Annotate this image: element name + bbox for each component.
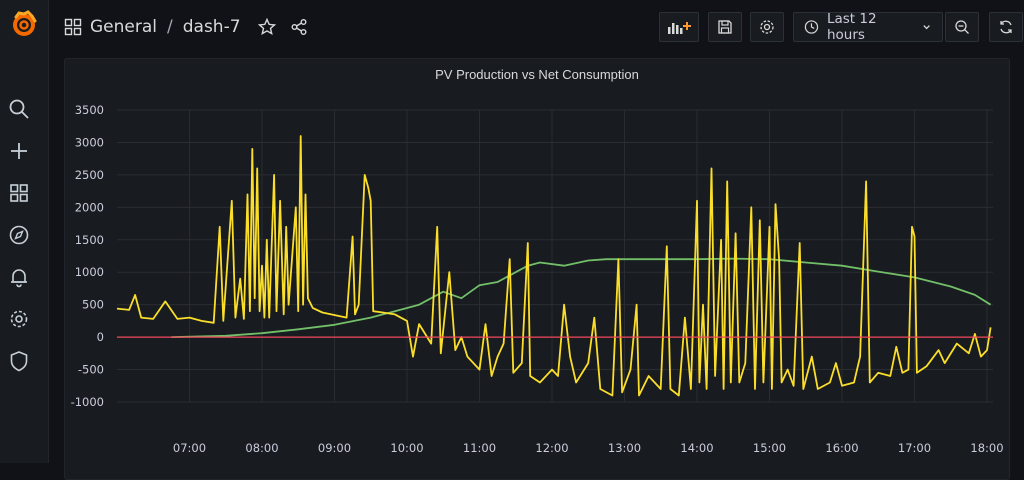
refresh-button[interactable] xyxy=(989,12,1023,42)
zoom-out-button[interactable] xyxy=(945,12,979,42)
grafana-logo-icon[interactable] xyxy=(7,7,41,41)
breadcrumb-folder[interactable]: General xyxy=(90,17,157,37)
dashboard-settings-button[interactable] xyxy=(750,12,784,42)
settings-icon xyxy=(760,20,774,34)
dashboard-title[interactable]: dash-7 xyxy=(182,17,241,37)
save-icon xyxy=(718,20,732,34)
zoom-out-icon xyxy=(955,20,969,34)
dashboards-grid-icon xyxy=(64,18,82,36)
share-icon[interactable] xyxy=(289,17,309,37)
dashboards-icon[interactable] xyxy=(8,182,30,204)
plus-icon[interactable] xyxy=(8,140,30,162)
star-icon[interactable] xyxy=(257,17,277,37)
alerting-icon[interactable] xyxy=(8,266,30,288)
sidebar xyxy=(0,0,49,463)
add-panel-button[interactable] xyxy=(659,12,699,42)
explore-icon[interactable] xyxy=(8,224,30,246)
breadcrumb: General / dash-7 xyxy=(64,14,309,40)
save-dashboard-button[interactable] xyxy=(708,12,742,42)
panel-title[interactable]: PV Production vs Net Consumption xyxy=(435,67,639,82)
search-icon[interactable] xyxy=(8,98,30,120)
graph-panel[interactable]: PV Production vs Net Consumption xyxy=(64,58,1010,480)
refresh-icon xyxy=(1000,20,1012,34)
time-range-picker[interactable]: Last 12 hours xyxy=(793,11,943,43)
time-range-label: Last 12 hours xyxy=(826,11,877,43)
add-panel-icon xyxy=(668,22,691,34)
clock-icon xyxy=(804,20,819,34)
breadcrumb-separator: / xyxy=(167,17,173,37)
shield-icon[interactable] xyxy=(8,350,30,372)
chevron-down-icon xyxy=(923,25,930,30)
configuration-icon[interactable] xyxy=(8,308,30,330)
top-navbar: General / dash-7 xyxy=(48,0,1024,55)
